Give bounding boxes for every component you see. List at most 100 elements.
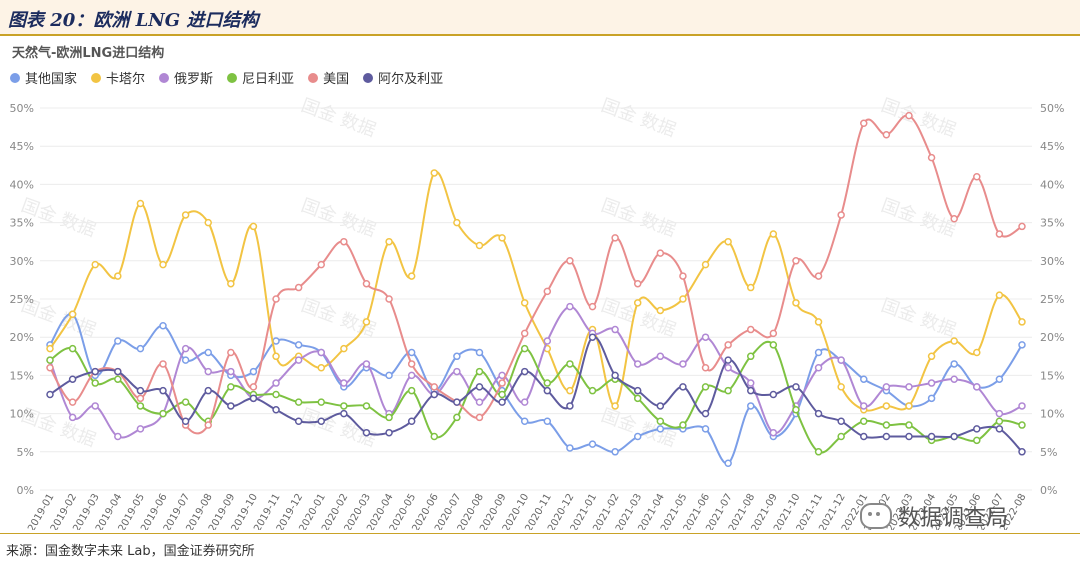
data-point xyxy=(68,310,77,319)
data-point xyxy=(814,409,823,418)
legend-marker xyxy=(10,72,20,83)
data-point xyxy=(566,302,574,311)
data-point xyxy=(317,348,326,357)
legend-item[interactable]: 美国 xyxy=(308,68,349,87)
data-point xyxy=(159,386,167,395)
data-point xyxy=(995,291,1004,299)
legend-marker xyxy=(227,72,238,83)
series-line xyxy=(49,114,1023,435)
data-point xyxy=(453,352,461,361)
title-bar: 图表 20：欧洲 LNG 进口结构 xyxy=(0,0,1080,36)
data-point xyxy=(362,428,371,437)
y-tick-label-right: 40% xyxy=(1040,178,1064,191)
data-point xyxy=(611,234,619,242)
data-point xyxy=(272,390,280,399)
data-point xyxy=(249,383,258,391)
data-point xyxy=(950,337,958,345)
data-point xyxy=(679,295,687,303)
data-point xyxy=(136,199,145,208)
y-tick-label-right: 30% xyxy=(1040,255,1064,268)
y-tick-label-left: 30% xyxy=(10,255,34,268)
data-point xyxy=(385,371,393,380)
data-point xyxy=(656,352,665,361)
data-point xyxy=(340,237,348,246)
data-point xyxy=(927,394,936,403)
legend-label: 其他国家 xyxy=(25,72,78,87)
data-point xyxy=(475,348,484,357)
data-point xyxy=(837,432,845,441)
data-point xyxy=(973,173,981,181)
data-point xyxy=(498,398,506,406)
data-point xyxy=(588,386,597,395)
data-point xyxy=(181,356,190,364)
data-point xyxy=(362,318,371,326)
legend-item[interactable]: 其他国家 xyxy=(10,68,77,87)
legend-item[interactable]: 尼日利亚 xyxy=(227,68,294,87)
series-line xyxy=(49,312,1023,465)
data-point xyxy=(227,279,235,288)
data-point xyxy=(566,386,574,395)
data-point xyxy=(181,398,190,406)
data-point xyxy=(430,383,439,391)
data-point xyxy=(973,348,981,357)
data-point xyxy=(294,283,303,292)
data-point xyxy=(204,367,212,376)
data-point xyxy=(566,360,574,368)
watermark-badge: 数据调查局 xyxy=(860,500,1008,532)
data-point xyxy=(724,237,732,246)
data-point xyxy=(679,272,687,280)
data-point xyxy=(475,241,484,250)
data-point xyxy=(46,344,54,353)
data-point xyxy=(588,333,597,341)
data-point xyxy=(566,257,574,265)
data-point xyxy=(701,383,710,391)
data-point xyxy=(769,428,778,437)
legend-item[interactable]: 阿尔及利亚 xyxy=(363,68,443,87)
y-tick-label-left: 20% xyxy=(10,331,34,344)
y-tick-label-left: 50% xyxy=(10,102,34,115)
data-point xyxy=(520,398,529,406)
data-point xyxy=(1018,421,1026,429)
data-point xyxy=(362,279,371,288)
data-point xyxy=(91,367,99,376)
data-point xyxy=(520,344,529,353)
data-point xyxy=(950,215,958,223)
data-point xyxy=(272,379,280,387)
data-point xyxy=(520,417,529,425)
y-tick-label-left: 40% xyxy=(10,178,34,191)
data-point xyxy=(633,279,642,288)
data-point xyxy=(950,432,958,441)
data-point xyxy=(724,386,732,395)
data-point xyxy=(927,153,936,162)
data-point xyxy=(792,406,800,414)
data-point xyxy=(724,364,732,372)
data-point xyxy=(746,402,755,410)
data-point xyxy=(814,348,823,357)
data-point xyxy=(882,130,891,139)
data-point xyxy=(679,383,687,391)
data-point xyxy=(430,169,439,177)
watermark-text: 国金 数据 xyxy=(598,195,678,241)
data-point xyxy=(860,417,868,425)
legend-label: 阿尔及利亚 xyxy=(378,72,444,87)
data-point xyxy=(340,402,348,410)
data-point xyxy=(272,352,280,361)
data-point xyxy=(362,402,371,410)
legend-item[interactable]: 俄罗斯 xyxy=(159,68,213,87)
data-point xyxy=(543,417,552,425)
data-point xyxy=(746,283,755,292)
legend-label: 俄罗斯 xyxy=(174,72,214,87)
data-point xyxy=(362,360,371,368)
data-point xyxy=(136,386,145,395)
data-point xyxy=(814,272,823,280)
legend-item[interactable]: 卡塔尔 xyxy=(91,68,145,87)
data-point xyxy=(611,325,619,334)
data-point xyxy=(520,367,529,376)
y-tick-label-right: 45% xyxy=(1040,140,1064,153)
y-tick-label-left: 15% xyxy=(10,369,34,382)
data-point xyxy=(159,260,167,269)
data-point xyxy=(204,218,212,227)
chart-title: 天然气-欧洲LNG进口结构 xyxy=(12,46,165,61)
watermark-text: 国金 数据 xyxy=(298,195,378,241)
data-point xyxy=(995,375,1004,383)
